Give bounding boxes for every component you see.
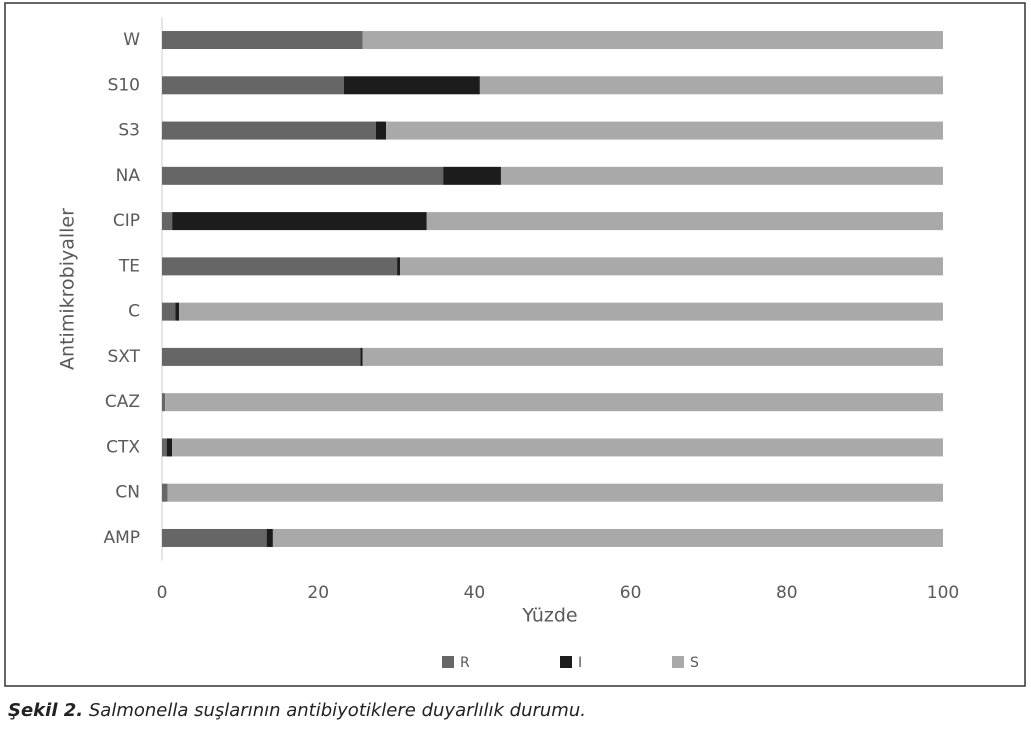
- y-tick-label: C: [128, 302, 140, 322]
- caption-text: Salmonella suşlarının antibiyotiklere du…: [88, 700, 586, 721]
- bar-segment: [165, 393, 943, 412]
- bar-segment: [362, 347, 943, 366]
- bar-segment: [172, 212, 427, 231]
- y-tick-label: CAZ: [105, 392, 140, 412]
- bar-segment: [162, 438, 167, 457]
- bar-segment: [162, 347, 361, 366]
- y-tick-label: AMP: [103, 528, 140, 548]
- bar-segment: [272, 528, 944, 547]
- bar-segment: [375, 121, 387, 140]
- bar-segment: [166, 438, 173, 457]
- y-tick-label: SXT: [107, 347, 140, 367]
- bar-segment: [162, 31, 363, 50]
- y-tick-label: CN: [115, 483, 140, 503]
- bar-segment: [175, 302, 180, 321]
- bar-segment: [162, 302, 176, 321]
- bar-segment: [162, 257, 398, 276]
- bar-segment: [266, 528, 273, 547]
- caption-label: Şekil 2.: [8, 700, 84, 721]
- bar-segment: [179, 302, 943, 321]
- bar-segment: [386, 121, 944, 140]
- x-axis-title: Yüzde: [521, 605, 577, 627]
- legend-label: I: [578, 655, 582, 671]
- frame: [4, 2, 1026, 687]
- bar-segment: [172, 438, 943, 457]
- x-tick-label: 0: [157, 583, 168, 603]
- bar-segment: [397, 257, 401, 276]
- x-tick-label: 40: [464, 583, 486, 603]
- x-tick-label: 60: [620, 583, 642, 603]
- y-tick-label: W: [123, 30, 140, 50]
- bar-segment: [162, 76, 344, 95]
- bar-segment: [162, 166, 444, 185]
- y-tick-label: NA: [116, 166, 141, 186]
- bar-segment: [162, 393, 166, 412]
- legend-swatch: [672, 656, 684, 668]
- x-tick-label: 100: [927, 583, 959, 603]
- chart: Yüzde Antimikrobiyaller 0 20 40 60 80 100 W S10…: [4, 2, 1026, 687]
- bar-segment: [162, 121, 376, 140]
- legend-label: R: [460, 655, 470, 671]
- y-tick-label: S10: [108, 75, 140, 95]
- y-axis-title: Antimikrobiyaller: [57, 208, 79, 370]
- y-tick-label: CIP: [113, 211, 140, 231]
- caption: Şekil 2. Salmonella suşlarının antibiyot…: [8, 700, 586, 721]
- bar-segment: [343, 76, 480, 95]
- y-tick-label: CTX: [106, 437, 140, 457]
- x-tick-label: 80: [776, 583, 798, 603]
- x-tick-label: 20: [307, 583, 329, 603]
- bar-segment: [443, 166, 501, 185]
- bar-segment: [479, 76, 943, 95]
- bar-segment: [400, 257, 944, 276]
- bar-segment: [360, 347, 363, 366]
- bar-segment: [500, 166, 943, 185]
- bar-segment: [426, 212, 943, 231]
- legend-swatch: [442, 656, 454, 668]
- bar-segment: [362, 31, 943, 50]
- bar-segment: [162, 212, 173, 231]
- bar-segment: [162, 528, 267, 547]
- y-tick-label: TE: [118, 256, 140, 276]
- legend-label: S: [690, 655, 699, 671]
- bar-segment: [162, 483, 168, 502]
- bar-segment: [167, 483, 944, 502]
- y-tick-label: S3: [118, 121, 140, 141]
- legend-swatch: [560, 656, 572, 668]
